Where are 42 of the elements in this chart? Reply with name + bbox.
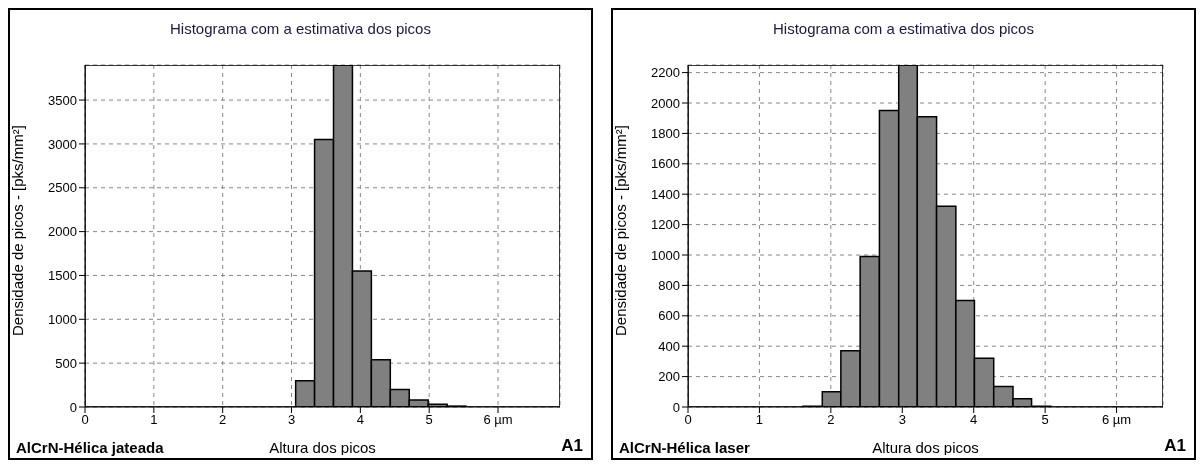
y-tick-label: 1200 bbox=[651, 217, 680, 233]
y-tick-label: 500 bbox=[55, 355, 77, 371]
y-tick-label: 2000 bbox=[651, 95, 680, 111]
y-tick-label: 600 bbox=[658, 308, 680, 324]
y-tick-label: 1500 bbox=[48, 268, 77, 284]
chart-title: Histograma com a estimativa dos picos bbox=[169, 20, 432, 37]
x-tick-label: 0 bbox=[684, 412, 692, 428]
text: A1 bbox=[561, 436, 583, 456]
y-tick-label: 1400 bbox=[651, 186, 680, 202]
x-tick-label: 4 bbox=[970, 412, 978, 428]
x-tick-label: 0 bbox=[81, 412, 89, 428]
y-tick-label: 200 bbox=[658, 369, 680, 385]
text: AlCrN-Hélica laser bbox=[619, 439, 750, 456]
x-tick-label: 1 bbox=[150, 412, 158, 428]
text: AlCrN-Hélica jateada bbox=[16, 439, 164, 456]
y-axis-title: Densidade de picos - [pks/mm²] bbox=[612, 125, 630, 336]
x-tick-label: 2 bbox=[219, 412, 227, 428]
x-tick-label: 1 bbox=[755, 412, 764, 428]
y-tick-label: 0 bbox=[69, 399, 77, 415]
text: A1 bbox=[1164, 436, 1186, 456]
x-tick-label: 2 bbox=[827, 412, 835, 428]
x-tick-label: 3 bbox=[898, 412, 906, 428]
y-tick-label: 2500 bbox=[48, 180, 77, 196]
y-tick-label: 1000 bbox=[48, 311, 77, 327]
y-tick-label: 2000 bbox=[48, 224, 77, 240]
x-tick-label: 5 bbox=[1041, 412, 1049, 428]
y-tick-label: 1800 bbox=[651, 126, 680, 142]
y-tick-label: 3000 bbox=[48, 136, 77, 152]
y-tick-label: 1000 bbox=[651, 247, 680, 263]
y-tick-label: 1600 bbox=[651, 156, 680, 172]
x-tick-label: 6 µm bbox=[1101, 412, 1132, 428]
y-tick-label: 800 bbox=[658, 278, 680, 294]
y-tick-label: 3500 bbox=[48, 92, 77, 108]
y-tick-label: 400 bbox=[658, 338, 680, 354]
chart-title: Histograma com a estimativa dos picos bbox=[772, 20, 1035, 37]
y-axis-title: Densidade de picos - [pks/mm²] bbox=[9, 125, 27, 336]
y-tick-label: 2200 bbox=[651, 65, 680, 81]
y-tick-label: 0 bbox=[672, 399, 680, 415]
x-tick-label: 6 µm bbox=[483, 412, 513, 428]
x-tick-label: 5 bbox=[425, 412, 433, 428]
x-tick-label: 3 bbox=[287, 412, 296, 428]
x-tick-label: 4 bbox=[356, 412, 364, 428]
